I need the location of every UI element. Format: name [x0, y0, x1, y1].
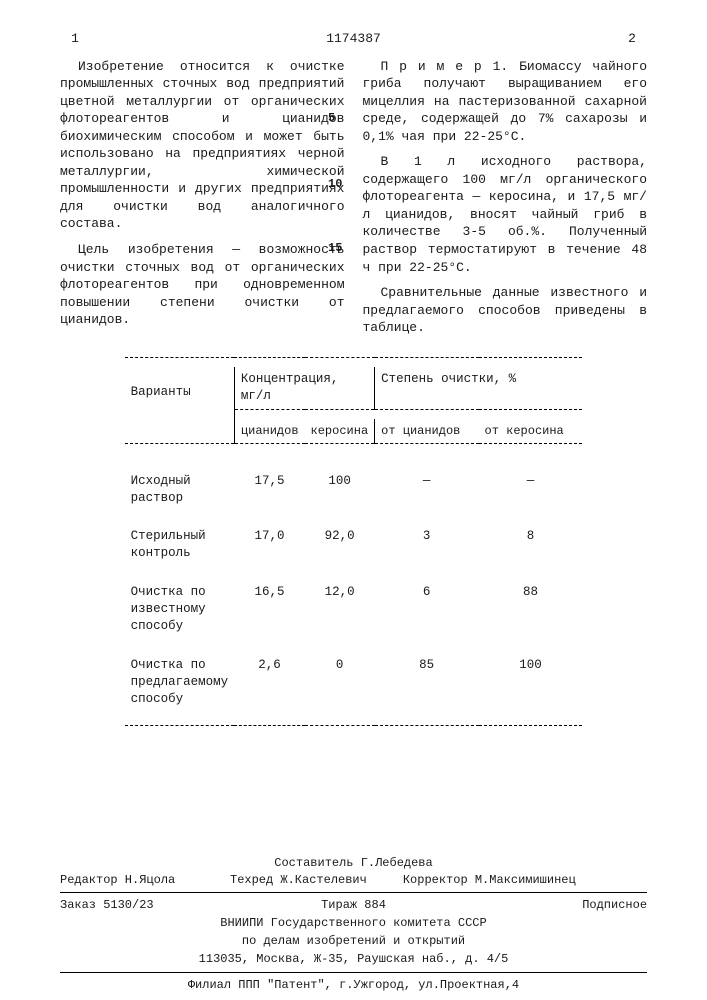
address-1: 113035, Москва, Ж-35, Раушская наб., д. … — [60, 951, 647, 967]
th-concentration: Концентрация, мг/л — [234, 367, 374, 409]
row-cell: 17,0 — [234, 524, 304, 566]
row-label: Очистка по предлагаемому способу — [125, 653, 235, 712]
row-cell: 2,6 — [234, 653, 304, 712]
th-degree: Степень очистки, % — [375, 367, 583, 409]
row-label: Очистка по известному способу — [125, 580, 235, 639]
right-para-2: В 1 л исходного раствора, содержащего 10… — [363, 153, 648, 276]
row-label: Исходный раствор — [125, 469, 235, 511]
row-cell: 85 — [375, 653, 479, 712]
footer: Составитель Г.Лебедева Редактор Н.Яцола … — [60, 855, 647, 992]
row-cell: 100 — [305, 469, 375, 511]
comparison-table: Варианты Концентрация, мг/л Степень очис… — [125, 357, 583, 736]
line-marker-15: 15 — [328, 240, 342, 256]
row-cell: — — [479, 469, 583, 511]
line-marker-5: 5 — [328, 110, 335, 126]
left-para-2: Цель изобретения — возможность очистки с… — [60, 241, 345, 329]
tirazh: Тираж 884 — [256, 897, 452, 913]
table-row: Стерильный контроль 17,0 92,0 3 8 — [125, 524, 583, 566]
table-row: Очистка по предлагаемому способу 2,6 0 8… — [125, 653, 583, 712]
page-number-left: 1 — [60, 30, 90, 48]
left-column: Изобретение относится к очистке промышле… — [60, 58, 345, 345]
org-line-2: по делам изобретений и открытий — [60, 933, 647, 949]
right-column: П р и м е р 1. Биомассу чайного гриба по… — [363, 58, 648, 345]
row-cell: — — [375, 469, 479, 511]
th-from-kerosene: от керосина — [479, 419, 583, 444]
th-from-cyanide: от цианидов — [375, 419, 479, 444]
line-marker-10: 10 — [328, 176, 342, 192]
row-cell: 0 — [305, 653, 375, 712]
row-cell: 88 — [479, 580, 583, 639]
editor: Редактор Н.Яцола — [60, 872, 230, 888]
compiler: Составитель Г.Лебедева — [60, 855, 647, 871]
row-cell: 3 — [375, 524, 479, 566]
address-2: Филиал ППП "Патент", г.Ужгород, ул.Проек… — [60, 977, 647, 993]
th-kerosene: керосина — [305, 419, 375, 444]
th-variants: Варианты — [125, 367, 235, 419]
row-cell: 16,5 — [234, 580, 304, 639]
th-cyanide: цианидов — [234, 419, 304, 444]
tehred: Техред Ж.Кастелевич — [230, 873, 367, 887]
order-number: Заказ 5130/23 — [60, 897, 256, 913]
right-para-3: Сравнительные данные известного и предла… — [363, 284, 648, 337]
row-label: Стерильный контроль — [125, 524, 235, 566]
table-row: Исходный раствор 17,5 100 — — — [125, 469, 583, 511]
row-cell: 100 — [479, 653, 583, 712]
document-number: 1174387 — [90, 30, 617, 48]
page-number-right: 2 — [617, 30, 647, 48]
corrector: Корректор М.Максимишинец — [403, 873, 576, 887]
row-cell: 12,0 — [305, 580, 375, 639]
right-para-1: П р и м е р 1. Биомассу чайного гриба по… — [363, 58, 648, 146]
row-cell: 17,5 — [234, 469, 304, 511]
table-row: Очистка по известному способу 16,5 12,0 … — [125, 580, 583, 639]
row-cell: 92,0 — [305, 524, 375, 566]
row-cell: 8 — [479, 524, 583, 566]
subscription: Подписное — [451, 897, 647, 913]
row-cell: 6 — [375, 580, 479, 639]
org-line-1: ВНИИПИ Государственного комитета СССР — [60, 915, 647, 931]
left-para-1: Изобретение относится к очистке промышле… — [60, 58, 345, 233]
